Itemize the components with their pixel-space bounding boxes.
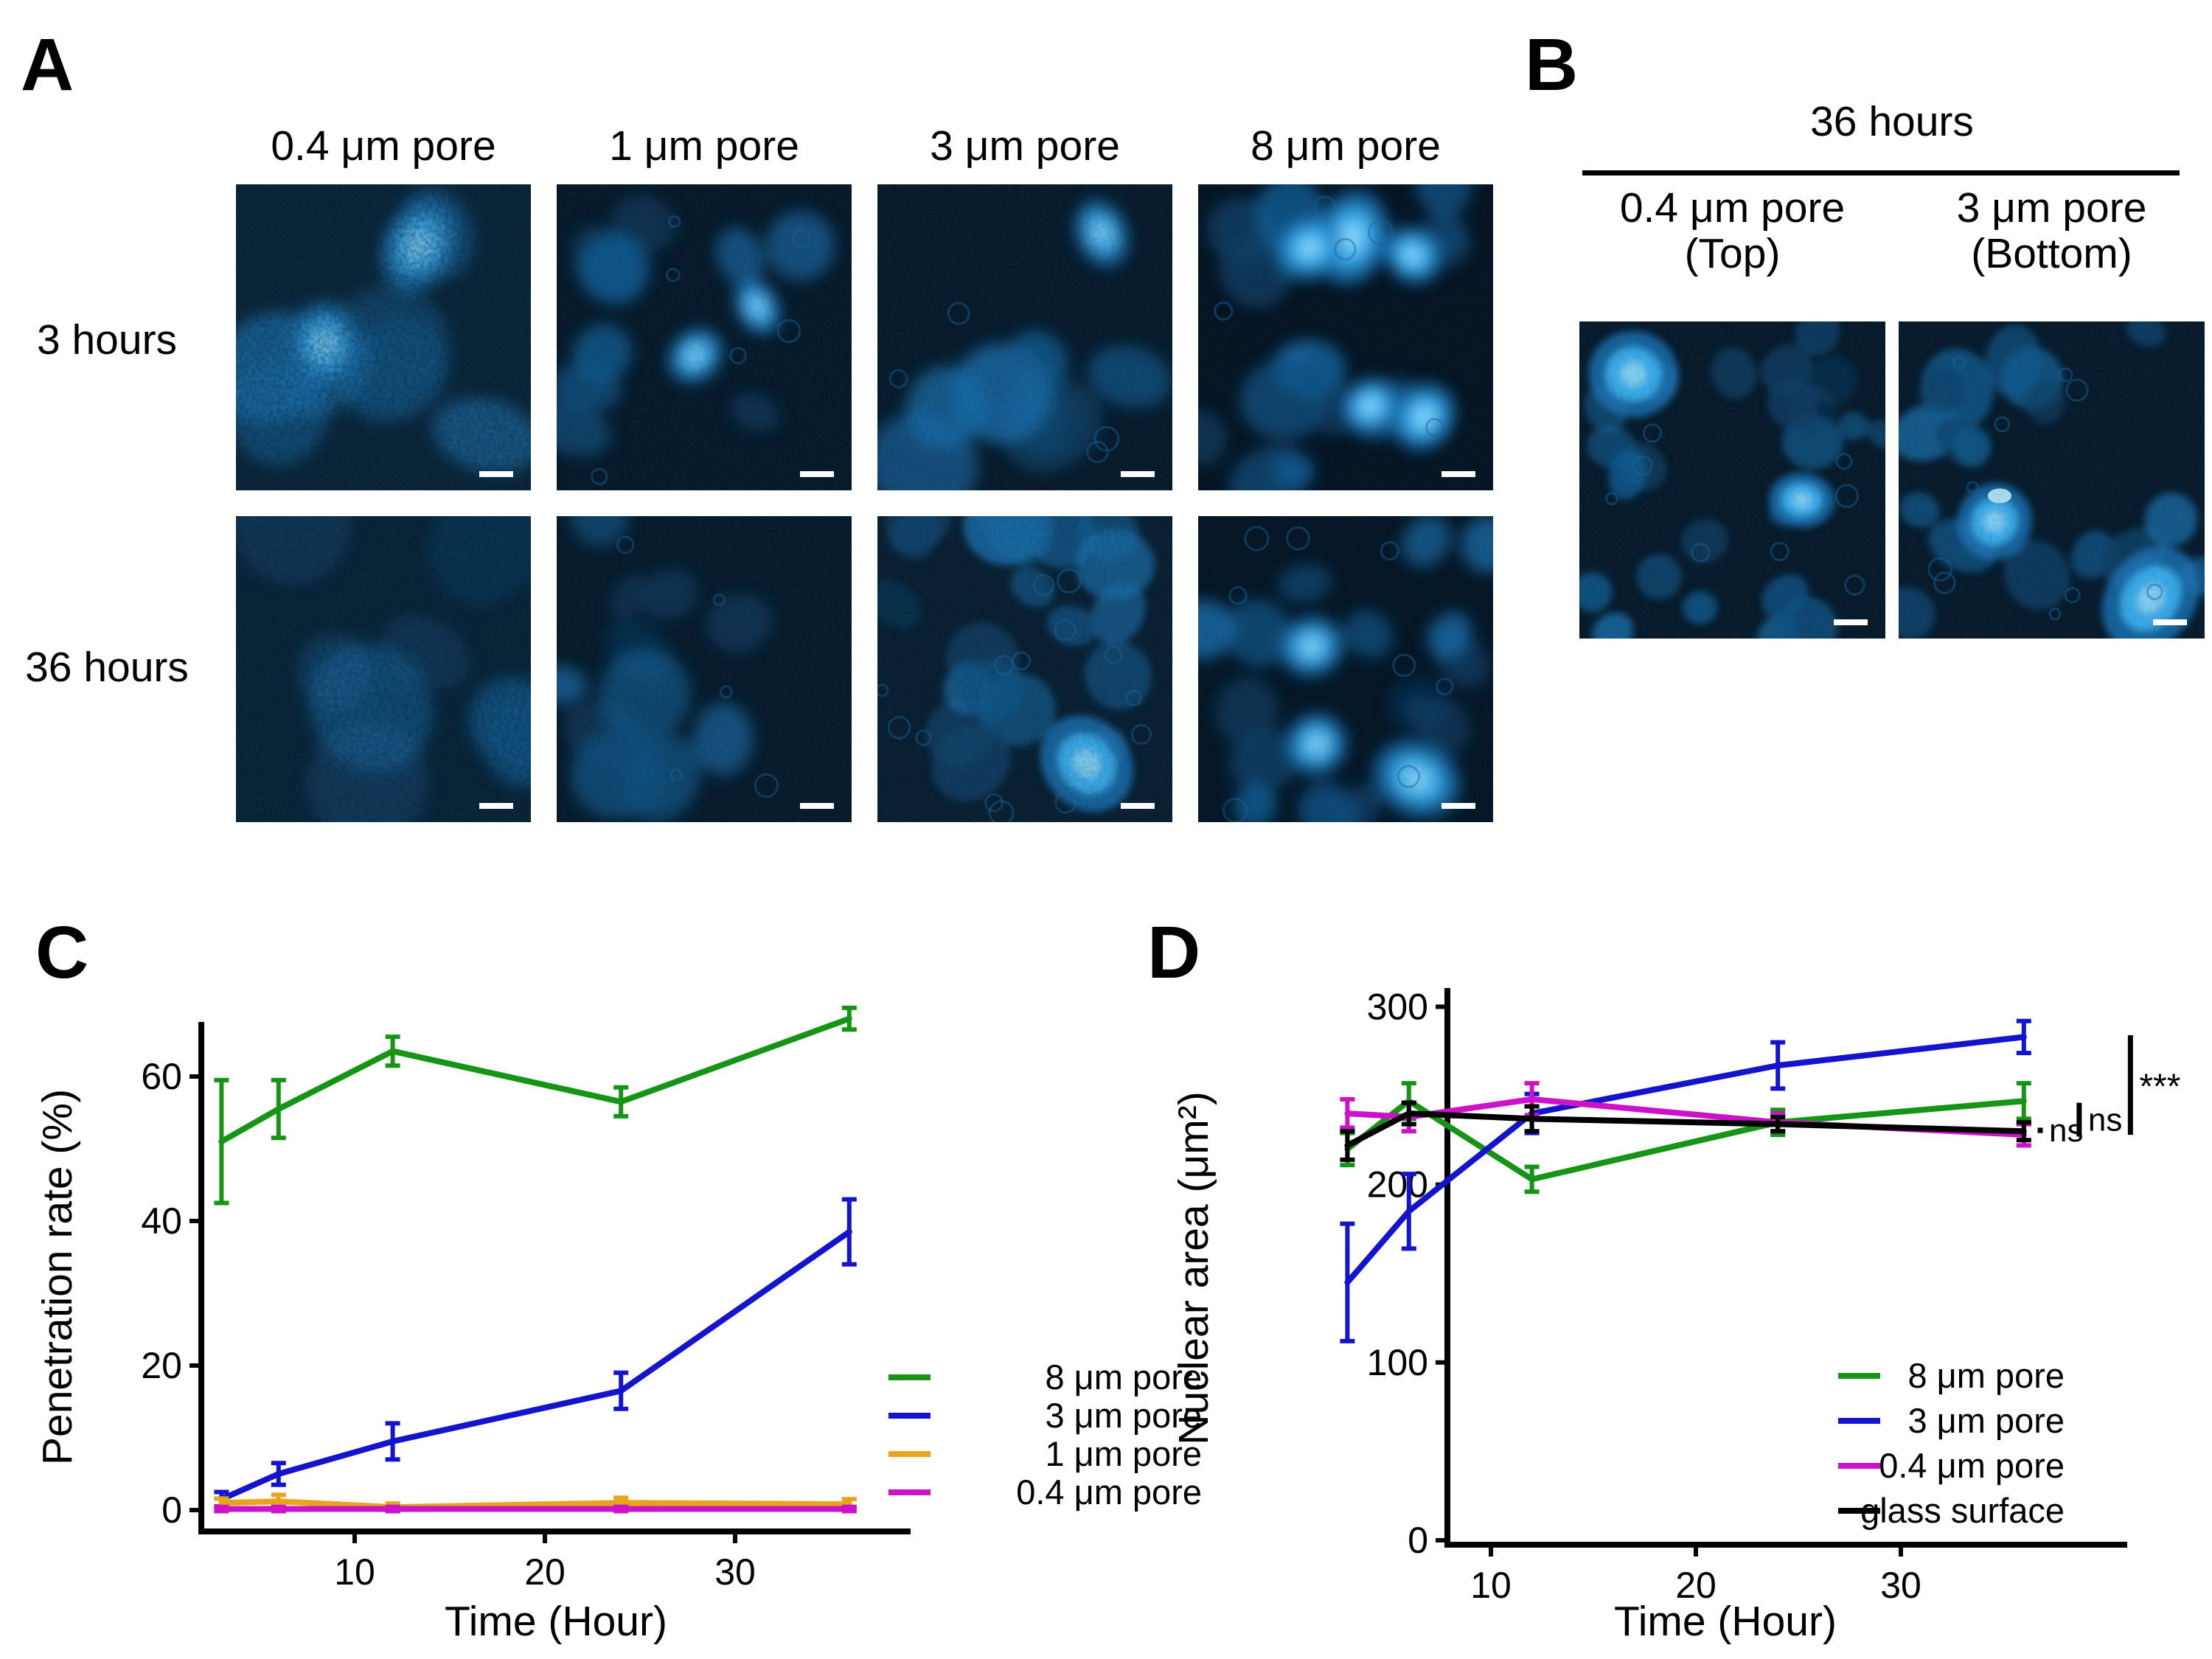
legend-label: 8 μm pore bbox=[1907, 1356, 2065, 1395]
x-tick-label: 30 bbox=[1880, 1565, 1921, 1606]
micrograph-36h-3um-pore bbox=[877, 516, 1172, 822]
micrograph-36h-1um-pore bbox=[557, 516, 852, 822]
micrograph-36h-0.4um-pore bbox=[236, 516, 531, 822]
legend-label: 3 μm pore bbox=[1907, 1401, 2065, 1440]
panel-b-letter: B bbox=[1525, 24, 1579, 106]
x-axis-title: Time (Hour) bbox=[1614, 1598, 1837, 1645]
panel-b-col-header-bottom-line2: (Bottom) bbox=[1971, 229, 2132, 277]
panel-d-letter: D bbox=[1147, 911, 1201, 994]
scale-bar bbox=[1441, 471, 1475, 477]
scale-bar bbox=[479, 803, 513, 809]
panel-a-row-label-36h: 36 hours bbox=[25, 644, 189, 691]
legend-label: 0.4 μm pore bbox=[1879, 1446, 2065, 1485]
y-tick-label: 60 bbox=[141, 1056, 182, 1097]
y-axis-title: Nuclear area (μm²) bbox=[1170, 1091, 1217, 1444]
panel-b-col-header-bottom-line1: 3 μm pore bbox=[1956, 184, 2147, 232]
micrograph-image bbox=[557, 184, 852, 490]
x-tick-label: 10 bbox=[334, 1551, 375, 1593]
legend-label: 0.4 μm pore bbox=[1016, 1472, 1202, 1512]
micrograph-image bbox=[877, 516, 1172, 822]
y-tick-label: 100 bbox=[1367, 1342, 1428, 1383]
panel-a-col-header-3um: 3 μm pore bbox=[930, 122, 1120, 170]
penetration-rate-chart: 0 20 40 60 10 20 30 Time (Hour) Penetration rate… bbox=[34, 1005, 1202, 1645]
scale-bar bbox=[1834, 619, 1868, 625]
legend-label: 1 μm pore bbox=[1045, 1434, 1202, 1473]
significance-label: ns bbox=[2088, 1102, 2122, 1138]
panel-b-col-header-bottom: 3 μm pore (Bottom) bbox=[1899, 184, 2205, 277]
nuclear-area-chart: 0 100 200 300 10 20 30 Time (Hour) Nuclear area … bbox=[1170, 986, 2180, 1645]
series-8-μm-pore bbox=[1340, 1081, 2031, 1194]
y-axis-title: Penetration rate (%) bbox=[34, 1089, 81, 1465]
micrograph-3h-0.4um-pore bbox=[236, 184, 531, 490]
micrograph-image bbox=[1579, 321, 1885, 639]
micrograph-image bbox=[1899, 321, 2205, 639]
micrograph-36h-0.4um-top bbox=[1579, 321, 1885, 639]
series-3-μm-pore bbox=[1340, 1018, 2031, 1343]
significance-label: *** bbox=[2139, 1068, 2180, 1107]
series-8-μm-pore bbox=[214, 1005, 857, 1206]
micrograph-image bbox=[557, 516, 852, 822]
scale-bar bbox=[479, 471, 513, 477]
micrograph-3h-3um-pore bbox=[877, 184, 1172, 490]
micrograph-36h-3um-bottom bbox=[1899, 321, 2205, 639]
scale-bar bbox=[1441, 803, 1475, 809]
x-tick-label: 20 bbox=[1675, 1565, 1717, 1606]
series-line bbox=[218, 1015, 852, 1145]
micrograph-image bbox=[877, 184, 1172, 490]
legend-label: 8 μm pore bbox=[1045, 1357, 1202, 1397]
y-tick-label: 200 bbox=[1367, 1164, 1428, 1206]
scale-bar bbox=[1121, 471, 1155, 477]
y-tick-label: 40 bbox=[141, 1200, 182, 1242]
micrograph-image bbox=[1198, 184, 1493, 490]
scale-bar bbox=[800, 803, 834, 809]
y-tick-label: 0 bbox=[1408, 1520, 1428, 1561]
x-tick-label: 10 bbox=[1470, 1565, 1512, 1606]
legend-label: glass surface bbox=[1860, 1491, 2065, 1530]
panel-b-col-header-top: 0.4 μm pore (Top) bbox=[1579, 184, 1885, 277]
panel-a-col-header-1um: 1 μm pore bbox=[609, 122, 799, 170]
x-tick-label: 30 bbox=[714, 1551, 756, 1593]
panel-a-col-header-0.4um: 0.4 μm pore bbox=[271, 122, 496, 170]
panel-a-row-label-3h: 3 hours bbox=[36, 316, 178, 364]
panel-b-title: 36 hours bbox=[1810, 98, 1974, 145]
scale-bar bbox=[800, 471, 834, 477]
micrograph-image bbox=[236, 184, 531, 490]
series-3-μm-pore bbox=[214, 1197, 857, 1509]
micrograph-image bbox=[1198, 516, 1493, 822]
x-tick-label: 20 bbox=[524, 1551, 566, 1593]
panel-b-title-underline bbox=[1582, 170, 2180, 175]
micrograph-image bbox=[236, 516, 531, 822]
scale-bar bbox=[1121, 803, 1155, 809]
series-glass-surface bbox=[1340, 1100, 2031, 1162]
legend-label: 3 μm pore bbox=[1045, 1396, 1202, 1435]
panel-b-col-header-top-line1: 0.4 μm pore bbox=[1619, 184, 1846, 232]
panel-b-col-header-top-line2: (Top) bbox=[1684, 229, 1781, 277]
y-tick-label: 0 bbox=[161, 1489, 182, 1531]
series-line bbox=[218, 1228, 852, 1503]
micrograph-36h-8um-pore bbox=[1198, 516, 1493, 822]
panel-a-col-header-8um: 8 μm pore bbox=[1251, 122, 1441, 170]
x-axis-title: Time (Hour) bbox=[445, 1598, 667, 1645]
series-line bbox=[1344, 1110, 2027, 1149]
y-tick-label: 20 bbox=[141, 1345, 182, 1386]
panel-a-letter: A bbox=[21, 24, 74, 106]
scale-bar bbox=[2153, 619, 2187, 625]
panel-c-letter: C bbox=[35, 911, 89, 994]
series-0.4-μm-pore bbox=[214, 1504, 857, 1514]
y-tick-label: 300 bbox=[1367, 986, 1428, 1027]
micrograph-3h-8um-pore bbox=[1198, 184, 1493, 490]
micrograph-3h-1um-pore bbox=[557, 184, 852, 490]
